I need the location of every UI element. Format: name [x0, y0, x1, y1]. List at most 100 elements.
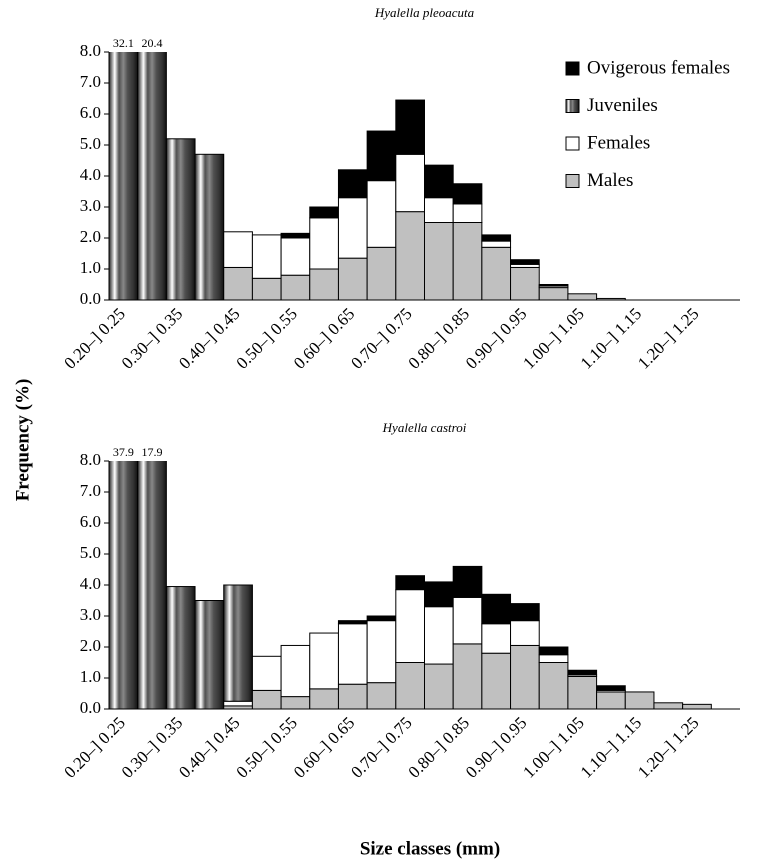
x-tick-label: 0.60–] 0.65 [290, 713, 359, 782]
y-tick-label: 0.0 [80, 289, 101, 308]
bar-segment [424, 581, 454, 608]
bar-segment [280, 274, 311, 301]
y-tick-label: 3.0 [80, 196, 101, 215]
x-tick-label: 0.70–] 0.75 [347, 713, 416, 782]
y-tick-label: 6.0 [80, 512, 101, 531]
bar-segment [137, 461, 167, 710]
x-tick-label: 0.70–] 0.75 [347, 304, 416, 373]
x-tick-label: 0.40–] 0.45 [175, 304, 244, 373]
bar-segment [424, 222, 454, 301]
bar-segment [337, 623, 368, 685]
bar-segment [510, 620, 540, 646]
bar-segment [452, 643, 483, 710]
x-tick-label: 0.90–] 0.95 [462, 304, 531, 373]
y-tick-label: 1.0 [80, 258, 101, 277]
chart-title: Hyalella pleoacuta [374, 5, 475, 20]
bar-segment [280, 644, 311, 698]
bar-segment [424, 197, 454, 223]
bar-segment [395, 211, 425, 301]
y-axis-title: Frequency (%) [12, 379, 33, 502]
bar-segment [251, 689, 282, 710]
x-tick-label: 1.00–] 1.05 [519, 713, 588, 782]
y-tick-label: 4.0 [80, 165, 101, 184]
bars [108, 52, 626, 301]
bar-segment [481, 652, 512, 710]
y-tick-label: 0.0 [80, 698, 101, 717]
bar-segment [452, 222, 483, 301]
bar-segment [366, 180, 397, 248]
value-label: 32.1 [113, 36, 134, 50]
legend-swatch [565, 61, 580, 76]
bar-segment [481, 240, 512, 248]
x-tick-label: 0.20–] 0.25 [60, 713, 129, 782]
bar-segment [538, 654, 569, 663]
bar-segment [280, 696, 311, 710]
bar-segment [337, 620, 368, 625]
bar-segment [137, 52, 167, 301]
x-tick-label: 0.90–] 0.95 [462, 713, 531, 782]
x-axis-title: Size classes (mm) [360, 838, 500, 859]
bar-segment [194, 153, 225, 301]
legend-label: Ovigerous females [587, 57, 730, 78]
bar-segment [337, 197, 368, 259]
bar-segment [165, 138, 196, 301]
bar-segment [538, 662, 569, 710]
x-tick-label: 0.30–] 0.35 [118, 713, 187, 782]
y-tick-label: 2.0 [80, 636, 101, 655]
bar-segment [223, 700, 253, 707]
bar-segment [510, 259, 540, 265]
y-tick-label: 5.0 [80, 543, 101, 562]
x-tick-label: 0.80–] 0.85 [405, 713, 474, 782]
bar-segment [395, 662, 425, 710]
y-tick-label: 5.0 [80, 134, 101, 153]
bar-segment [395, 575, 425, 591]
bar-segment [510, 266, 540, 301]
x-tick-label: 1.20–] 1.25 [634, 304, 703, 373]
bar-segment [481, 234, 512, 242]
y-tick-label: 3.0 [80, 605, 101, 624]
bar-segment [251, 234, 282, 279]
bar-segment [481, 593, 512, 625]
y-tick-label: 2.0 [80, 227, 101, 246]
bar-segment [653, 702, 684, 710]
bar-segment [624, 691, 655, 710]
bar-segment [251, 655, 282, 691]
x-tick-label: 0.20–] 0.25 [60, 304, 129, 373]
bar-segment [366, 130, 397, 182]
bar-segment [481, 623, 512, 654]
x-tick-label: 1.00–] 1.05 [519, 304, 588, 373]
bar-segment [309, 632, 339, 690]
bar-segment [424, 606, 454, 665]
legend-label: Juveniles [587, 95, 658, 116]
y-tick-label: 7.0 [80, 481, 101, 500]
bars [108, 461, 712, 710]
legend-label: Males [587, 170, 633, 191]
bar-segment [596, 691, 626, 710]
y-tick-label: 6.0 [80, 103, 101, 122]
bar-segment [366, 615, 397, 622]
bar-segment [567, 669, 598, 676]
bar-segment [309, 688, 339, 710]
bar-segment [337, 683, 368, 710]
legend-label: Females [587, 132, 650, 153]
bar-segment [309, 217, 339, 270]
bar-segment [223, 584, 253, 702]
bar-segment [223, 231, 253, 268]
bar-segment [452, 203, 483, 223]
bar-segment [366, 682, 397, 710]
x-tick-label: 0.40–] 0.45 [175, 713, 244, 782]
x-tick-label: 1.20–] 1.25 [634, 713, 703, 782]
bar-segment [395, 153, 425, 213]
x-tick-label: 1.10–] 1.15 [577, 713, 646, 782]
bar-segment [567, 675, 598, 710]
y-tick-label: 7.0 [80, 72, 101, 91]
x-tick-label: 0.30–] 0.35 [118, 304, 187, 373]
x-tick-label: 0.50–] 0.55 [232, 713, 301, 782]
y-tick-label: 8.0 [80, 41, 101, 60]
bar-segment [223, 266, 253, 301]
bar-segment [567, 293, 598, 301]
bar-segment [682, 703, 712, 710]
bar-segment [280, 237, 311, 276]
